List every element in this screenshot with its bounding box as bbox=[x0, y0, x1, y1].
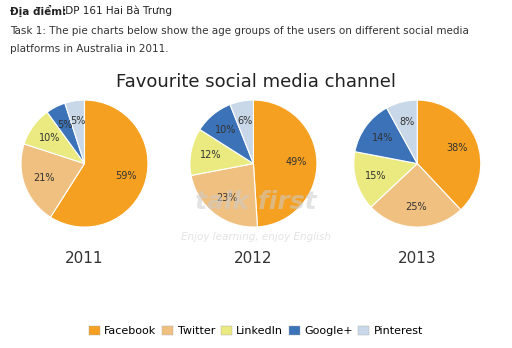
Text: 5%: 5% bbox=[70, 116, 86, 126]
Wedge shape bbox=[47, 103, 84, 164]
Text: Favourite social media channel: Favourite social media channel bbox=[116, 73, 396, 91]
Text: 10%: 10% bbox=[39, 133, 60, 143]
Text: 2011: 2011 bbox=[65, 251, 104, 266]
Wedge shape bbox=[230, 100, 253, 164]
Wedge shape bbox=[200, 104, 253, 164]
Text: platforms in Australia in 2011.: platforms in Australia in 2011. bbox=[10, 44, 169, 54]
Wedge shape bbox=[191, 164, 258, 227]
Wedge shape bbox=[190, 129, 253, 175]
Wedge shape bbox=[387, 100, 417, 164]
Wedge shape bbox=[24, 112, 84, 164]
Wedge shape bbox=[417, 100, 481, 210]
Wedge shape bbox=[65, 100, 84, 164]
Wedge shape bbox=[355, 108, 417, 164]
Text: 2013: 2013 bbox=[398, 251, 437, 266]
Text: 10%: 10% bbox=[215, 125, 237, 135]
Text: 59%: 59% bbox=[115, 171, 137, 181]
Text: Enjoy learning, enjoy English: Enjoy learning, enjoy English bbox=[181, 232, 331, 242]
Wedge shape bbox=[371, 164, 461, 227]
Text: 2012: 2012 bbox=[234, 251, 273, 266]
Text: 38%: 38% bbox=[447, 143, 468, 153]
Legend: Facebook, Twitter, LinkedIn, Google+, Pinterest: Facebook, Twitter, LinkedIn, Google+, Pi… bbox=[84, 321, 428, 341]
Text: 5%: 5% bbox=[57, 120, 73, 130]
Wedge shape bbox=[51, 100, 148, 227]
Text: 21%: 21% bbox=[33, 173, 55, 183]
Text: Địa điểm:: Địa điểm: bbox=[10, 5, 67, 17]
Text: IDP 161 Hai Bà Trưng: IDP 161 Hai Bà Trưng bbox=[59, 5, 172, 16]
Text: 12%: 12% bbox=[200, 150, 222, 160]
Wedge shape bbox=[354, 152, 417, 207]
Text: 8%: 8% bbox=[399, 117, 414, 127]
Text: Task 1: The pie charts below show the age groups of the users on different socia: Task 1: The pie charts below show the ag… bbox=[10, 26, 469, 36]
Text: 49%: 49% bbox=[286, 157, 307, 167]
Wedge shape bbox=[21, 144, 84, 217]
Text: talk first: talk first bbox=[195, 190, 317, 214]
Wedge shape bbox=[253, 100, 317, 227]
Text: 23%: 23% bbox=[216, 193, 238, 203]
Text: 25%: 25% bbox=[405, 202, 426, 212]
Text: 14%: 14% bbox=[372, 133, 393, 143]
Text: 15%: 15% bbox=[365, 171, 387, 181]
Text: 6%: 6% bbox=[238, 116, 253, 126]
